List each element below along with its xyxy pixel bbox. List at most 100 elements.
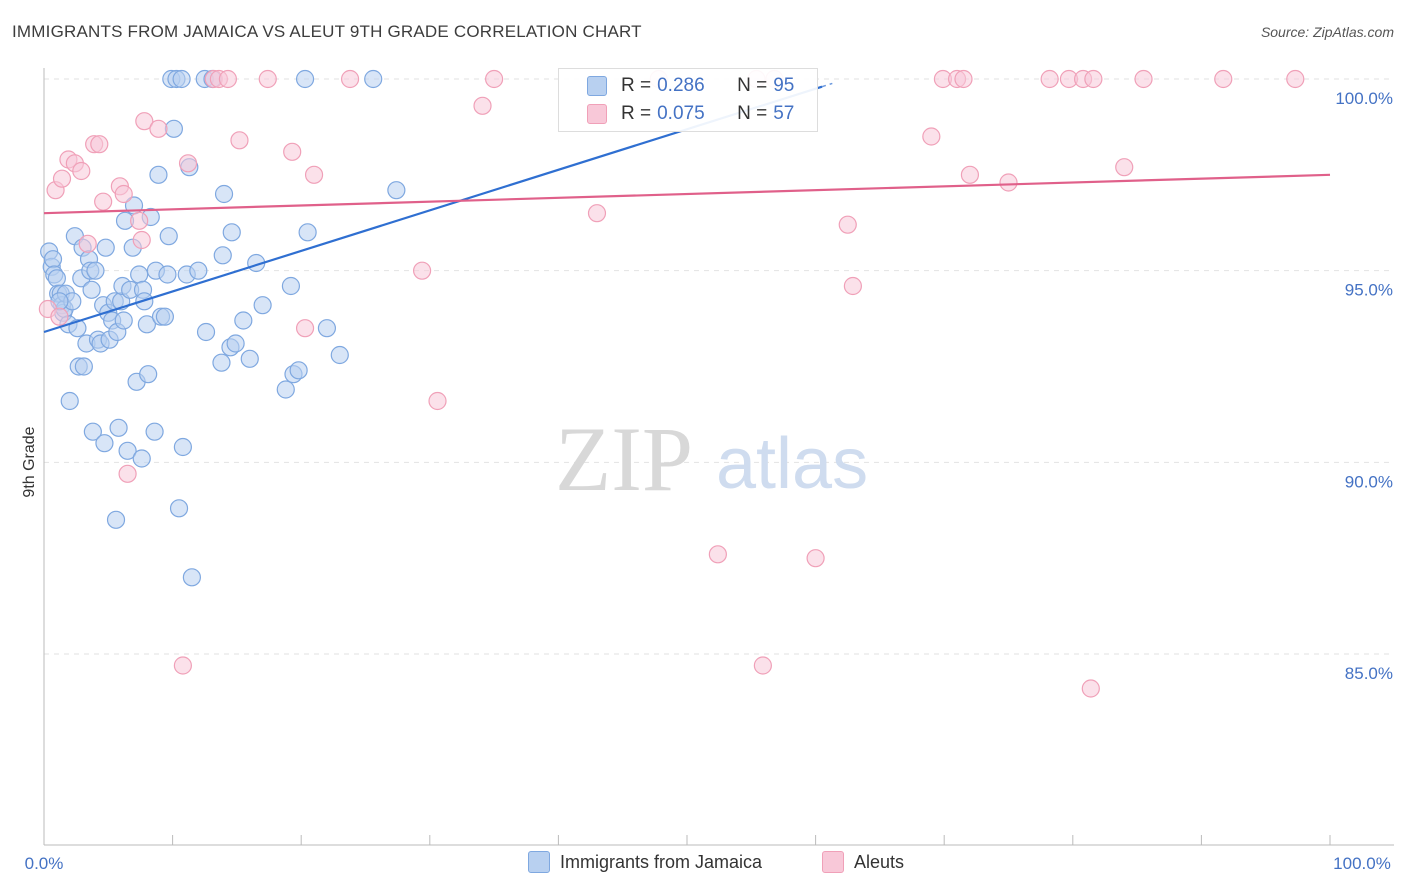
legend-n-label: N =: [737, 103, 768, 124]
jamaica-point: [222, 223, 241, 242]
bottom-legend-label-jamaica: Immigrants from Jamaica: [560, 851, 763, 872]
aleuts-point: [340, 69, 360, 89]
chart-title: IMMIGRANTS FROM JAMAICA VS ALEUT 9TH GRA…: [12, 22, 642, 41]
jamaica-point: [95, 434, 114, 453]
watermark: ZIP atlas: [555, 408, 868, 510]
jamaica-point: [330, 345, 349, 365]
jamaica-point: [189, 261, 208, 280]
aleuts-point: [708, 545, 727, 564]
jamaica-point: [281, 276, 301, 296]
bottom-legend-swatch-jamaica: [528, 851, 550, 873]
jamaica-point: [109, 418, 128, 437]
aleuts-point: [753, 656, 772, 675]
jamaica-point: [276, 380, 295, 399]
jamaica-point: [83, 422, 102, 441]
legend-n-value-jamaica: 95: [773, 75, 795, 96]
x-axis-ticks: [43, 835, 1331, 845]
aleuts-point: [1040, 69, 1059, 89]
aleuts-point: [922, 127, 941, 146]
jamaica-point: [149, 165, 168, 184]
jamaica-point: [182, 568, 201, 587]
aleuts-point: [132, 230, 151, 250]
aleuts-point: [118, 464, 137, 483]
jamaica-point: [169, 499, 189, 518]
aleuts-point: [587, 204, 607, 223]
aleuts-point: [304, 165, 324, 184]
bottom-legend-jamaica: Immigrants from Jamaica: [528, 851, 762, 873]
legend-r-label: R =: [621, 103, 652, 124]
legend-row-jamaica: R = 0.286 N = 95: [559, 72, 794, 100]
jamaica-point: [196, 322, 216, 342]
legend-r-label: R =: [621, 75, 652, 96]
jamaica-point: [158, 265, 177, 284]
legend-r-value-jamaica: 0.286: [657, 75, 705, 96]
aleuts-point: [954, 69, 973, 89]
jamaica-point: [240, 349, 259, 368]
jamaica-point: [212, 353, 231, 372]
aleuts-point: [230, 131, 249, 150]
jamaica-point: [317, 319, 337, 338]
aleuts-point: [114, 184, 133, 204]
aleuts-point: [485, 69, 504, 89]
legend-swatch-aleuts: [587, 104, 607, 124]
jamaica-point: [164, 119, 183, 138]
aleuts-point: [428, 391, 447, 411]
aleuts-point: [843, 276, 862, 296]
aleuts-point: [806, 549, 825, 568]
jamaica-point: [96, 238, 115, 257]
watermark-zip: ZIP: [555, 408, 693, 510]
y-tick-label: 90.0%: [1345, 472, 1393, 491]
aleuts-point: [1084, 69, 1103, 89]
legend-n-label: N =: [737, 75, 768, 96]
aleuts-point: [1134, 69, 1153, 89]
jamaica-point: [298, 223, 317, 242]
aleuts-point: [295, 319, 315, 338]
aleuts-point: [1115, 158, 1134, 177]
aleuts-point: [78, 234, 97, 253]
watermark-atlas: atlas: [716, 424, 868, 504]
jamaica-point: [132, 449, 151, 468]
y-tick-label: 85.0%: [1345, 664, 1393, 683]
aleuts-point: [52, 169, 72, 188]
jamaica-point: [118, 441, 137, 460]
jamaica-point: [114, 311, 133, 330]
jamaica-point: [86, 261, 105, 280]
legend-n-value-aleuts: 57: [773, 103, 795, 124]
series-aleuts-points: [38, 69, 1305, 698]
aleuts-point: [1214, 69, 1233, 89]
jamaica-point: [213, 246, 232, 265]
jamaica-point: [289, 361, 308, 380]
aleuts-point: [50, 307, 69, 326]
jamaica-point: [145, 422, 164, 441]
jamaica-point: [60, 391, 79, 411]
jamaica-point: [139, 365, 158, 384]
bottom-legend-swatch-aleuts: [822, 851, 844, 873]
aleuts-point: [90, 135, 109, 154]
legend-r-value-aleuts: 0.075: [657, 103, 705, 124]
jamaica-point: [137, 315, 156, 334]
aleuts-point: [838, 215, 857, 234]
x-tick-label-max: 100.0%: [1333, 854, 1391, 873]
jamaica-point: [82, 280, 101, 299]
axes: [43, 68, 1394, 846]
aleuts-point: [1286, 69, 1305, 89]
aleuts-point: [258, 69, 277, 89]
aleuts-point: [178, 154, 198, 173]
jamaica-point: [295, 69, 315, 89]
aleuts-point: [283, 142, 302, 161]
jamaica-point: [214, 184, 234, 204]
aleuts-point: [218, 69, 237, 89]
aleuts-point: [412, 261, 432, 280]
bottom-legend-aleuts: Aleuts: [822, 851, 904, 873]
y-axis-label: 9th Grade: [21, 426, 38, 497]
bottom-legend-label-aleuts: Aleuts: [854, 851, 905, 872]
jamaica-point: [47, 269, 66, 288]
aleuts-point: [130, 211, 149, 230]
correlation-legend: R = 0.286 N = 95 R = 0.075 N = 57: [558, 68, 818, 132]
aleuts-point: [1081, 679, 1100, 698]
aleuts-point: [135, 112, 154, 131]
jamaica-point: [234, 311, 253, 330]
aleuts-trend-line: [43, 173, 1331, 215]
jamaica-point: [226, 334, 245, 353]
